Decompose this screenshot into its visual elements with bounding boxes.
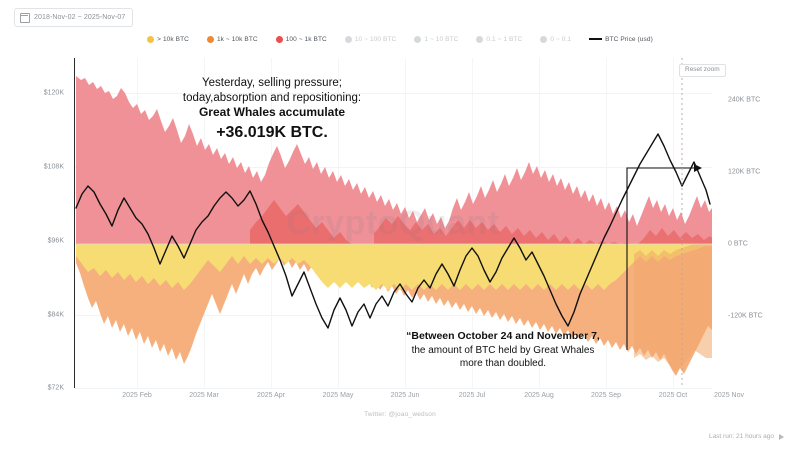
legend-item-0p1-1[interactable]: 0.1 ~ 1 BTC <box>476 35 523 43</box>
legend-item-1-10[interactable]: 1 ~ 10 BTC <box>414 35 459 43</box>
annotation-top: Yesterday, selling pressure; today,absor… <box>132 76 412 143</box>
legend-label: 0 ~ 0.1 <box>550 35 572 43</box>
legend-item-10-100[interactable]: 10 ~ 100 BTC <box>344 35 397 43</box>
legend-label: 0.1 ~ 1 BTC <box>486 35 523 43</box>
legend-label: 1k ~ 10k BTC <box>216 35 258 43</box>
x-tick: 2025 Nov <box>714 392 744 399</box>
y-tick-left: $84K <box>47 311 64 319</box>
x-tick: 2025 Oct <box>658 392 688 399</box>
gridline <box>74 388 712 389</box>
annotation-bottom-line1: “Between October 24 and November 7, <box>406 330 600 342</box>
chart-toolbar: 2018-Nov-02 ~ 2025-Nov-07 <box>0 0 800 28</box>
x-tick: 2025 Apr <box>256 392 286 399</box>
y-tick-left: $72K <box>47 384 64 392</box>
area-100-1k-btc-dark <box>374 216 712 244</box>
last-run-status: Last run: 21 hours ago <box>709 433 784 440</box>
credit-text: Twitter: @joao_wedson <box>364 411 436 418</box>
x-tick: 2025 Aug <box>524 392 554 399</box>
legend-swatch-icon <box>414 35 422 43</box>
x-tick: 2025 Jun <box>390 392 420 399</box>
gridline <box>74 93 712 94</box>
area-100-1k-btc-peak <box>250 200 352 244</box>
x-tick: 2025 Mar <box>189 392 219 399</box>
legend-swatch-icon <box>476 35 484 43</box>
legend-line-icon <box>589 38 603 40</box>
legend-swatch-icon <box>275 35 283 43</box>
annotation-bottom-line3: more than doubled. <box>459 357 547 369</box>
area-gt-10k-btc <box>76 244 712 290</box>
chart-svg <box>74 58 712 388</box>
legend-swatch-icon <box>540 35 548 43</box>
annotation-top-line1: Yesterday, selling pressure; <box>202 77 342 89</box>
legend-label: > 10k BTC <box>157 35 189 43</box>
legend-label: BTC Price (usd) <box>605 35 653 43</box>
date-range-label: 2018-Nov-02 ~ 2025-Nov-07 <box>34 14 126 21</box>
y-tick-right: -120K BTC <box>728 312 763 320</box>
legend-swatch-icon <box>344 35 352 43</box>
y-axis-right-labels: 240K BTC 120K BTC 0 BTC -120K BTC <box>722 58 796 388</box>
annotation-bottom: “Between October 24 and November 7, the … <box>374 330 632 370</box>
y-tick-left: $96K <box>47 237 64 245</box>
annotation-bottom-line2: the amount of BTC held by Great Whales <box>411 344 595 356</box>
line-btc-price <box>75 133 711 329</box>
legend-label: 1 ~ 10 BTC <box>424 35 459 43</box>
y-axis-left-spine <box>74 58 75 388</box>
legend-item-0-0p1[interactable]: 0 ~ 0.1 <box>540 35 572 43</box>
x-axis-labels: 2025 Feb 2025 Mar 2025 Apr 2025 May 2025… <box>74 392 744 406</box>
area-accumulation-highlight <box>634 244 712 372</box>
last-run-label: Last run: 21 hours ago <box>708 433 774 440</box>
y-tick-right: 240K BTC <box>728 96 761 104</box>
annotation-top-line2: today,absorption and repositioning: <box>182 91 362 104</box>
x-tick: 2025 May <box>322 392 354 399</box>
legend-label: 100 ~ 1k BTC <box>285 35 327 43</box>
calendar-icon <box>20 12 30 23</box>
y-tick-left: $108K <box>43 163 64 171</box>
y-axis-left-labels: $120K $108K $96K $84K $72K <box>0 58 70 392</box>
y-tick-right: 0 BTC <box>728 240 748 248</box>
y-tick-right: 120K BTC <box>728 168 761 176</box>
x-tick: 2025 Sep <box>591 392 621 399</box>
callout-arrowhead-icon <box>694 164 702 172</box>
callout-arrow-leg <box>626 167 694 350</box>
y-tick-left: $120K <box>43 89 64 97</box>
legend-item-btc-price[interactable]: BTC Price (usd) <box>589 36 653 43</box>
legend-item-1k-10k[interactable]: 1k ~ 10k BTC <box>206 35 258 43</box>
date-range-picker[interactable]: 2018-Nov-02 ~ 2025-Nov-07 <box>14 8 134 27</box>
x-tick: 2025 Feb <box>122 392 152 399</box>
gridline <box>74 315 712 316</box>
legend-swatch-icon <box>206 35 214 43</box>
annotation-top-line4: +36.019K BTC. <box>216 123 328 141</box>
chart-legend: > 10k BTC 1k ~ 10k BTC 100 ~ 1k BTC 10 ~… <box>0 32 800 46</box>
x-tick: 2025 Jul <box>458 392 486 399</box>
legend-swatch-icon <box>147 35 155 43</box>
reset-zoom-button[interactable]: Reset zoom <box>679 64 726 77</box>
play-icon[interactable] <box>779 433 784 440</box>
annotation-top-line3: Great Whales accumulate <box>198 105 346 120</box>
gridline <box>74 167 712 168</box>
legend-label: 10 ~ 100 BTC <box>354 35 397 43</box>
legend-item-gt10k[interactable]: > 10k BTC <box>147 35 189 43</box>
legend-item-100-1k[interactable]: 100 ~ 1k BTC <box>275 35 327 43</box>
